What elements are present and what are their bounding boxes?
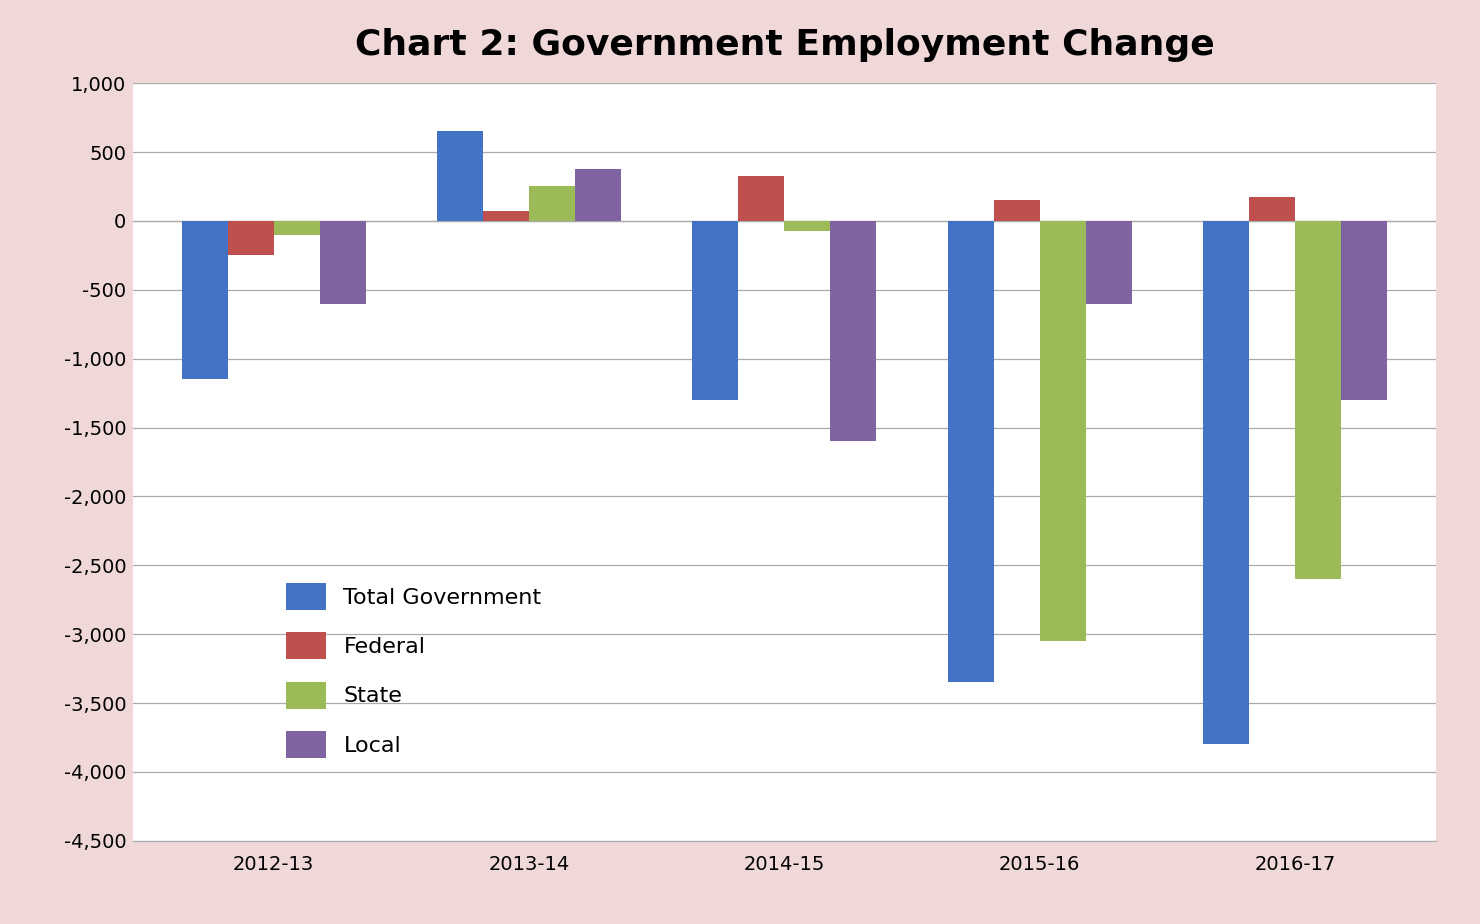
Title: Chart 2: Government Employment Change: Chart 2: Government Employment Change [355,29,1214,63]
Bar [1341,221,1387,400]
Bar [228,221,274,255]
Bar [693,221,739,400]
Bar [1295,221,1341,579]
Bar [739,176,784,221]
Bar [182,221,228,380]
Bar [528,187,576,221]
Bar [1203,221,1249,745]
Bar [1249,197,1295,221]
Bar [437,131,482,221]
Bar [320,221,366,304]
Bar [993,201,1040,221]
Bar [1086,221,1132,304]
Bar [830,221,876,442]
Bar [274,221,320,235]
Legend: Total Government, Federal, State, Local: Total Government, Federal, State, Local [275,572,552,769]
Bar [482,211,528,221]
Bar [576,169,622,221]
Bar [1040,221,1086,641]
Bar [784,221,830,231]
Bar [947,221,993,683]
